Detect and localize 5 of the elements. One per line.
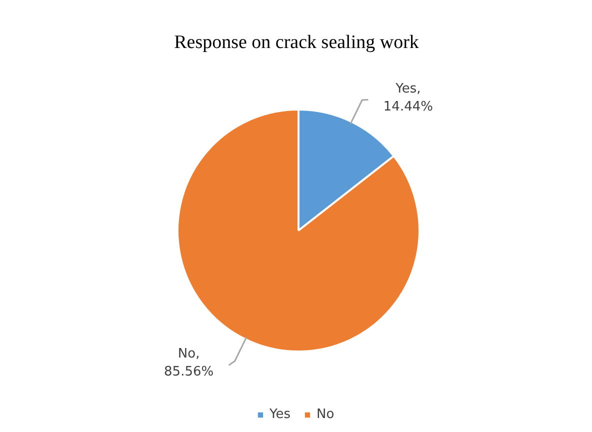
legend-label: Yes <box>270 407 290 422</box>
data-label: No, 85.56% <box>164 346 214 380</box>
chart-title: Response on crack sealing work <box>174 32 420 53</box>
data-label: Yes, 14.44% <box>383 81 433 114</box>
legend-label: No <box>316 407 336 422</box>
